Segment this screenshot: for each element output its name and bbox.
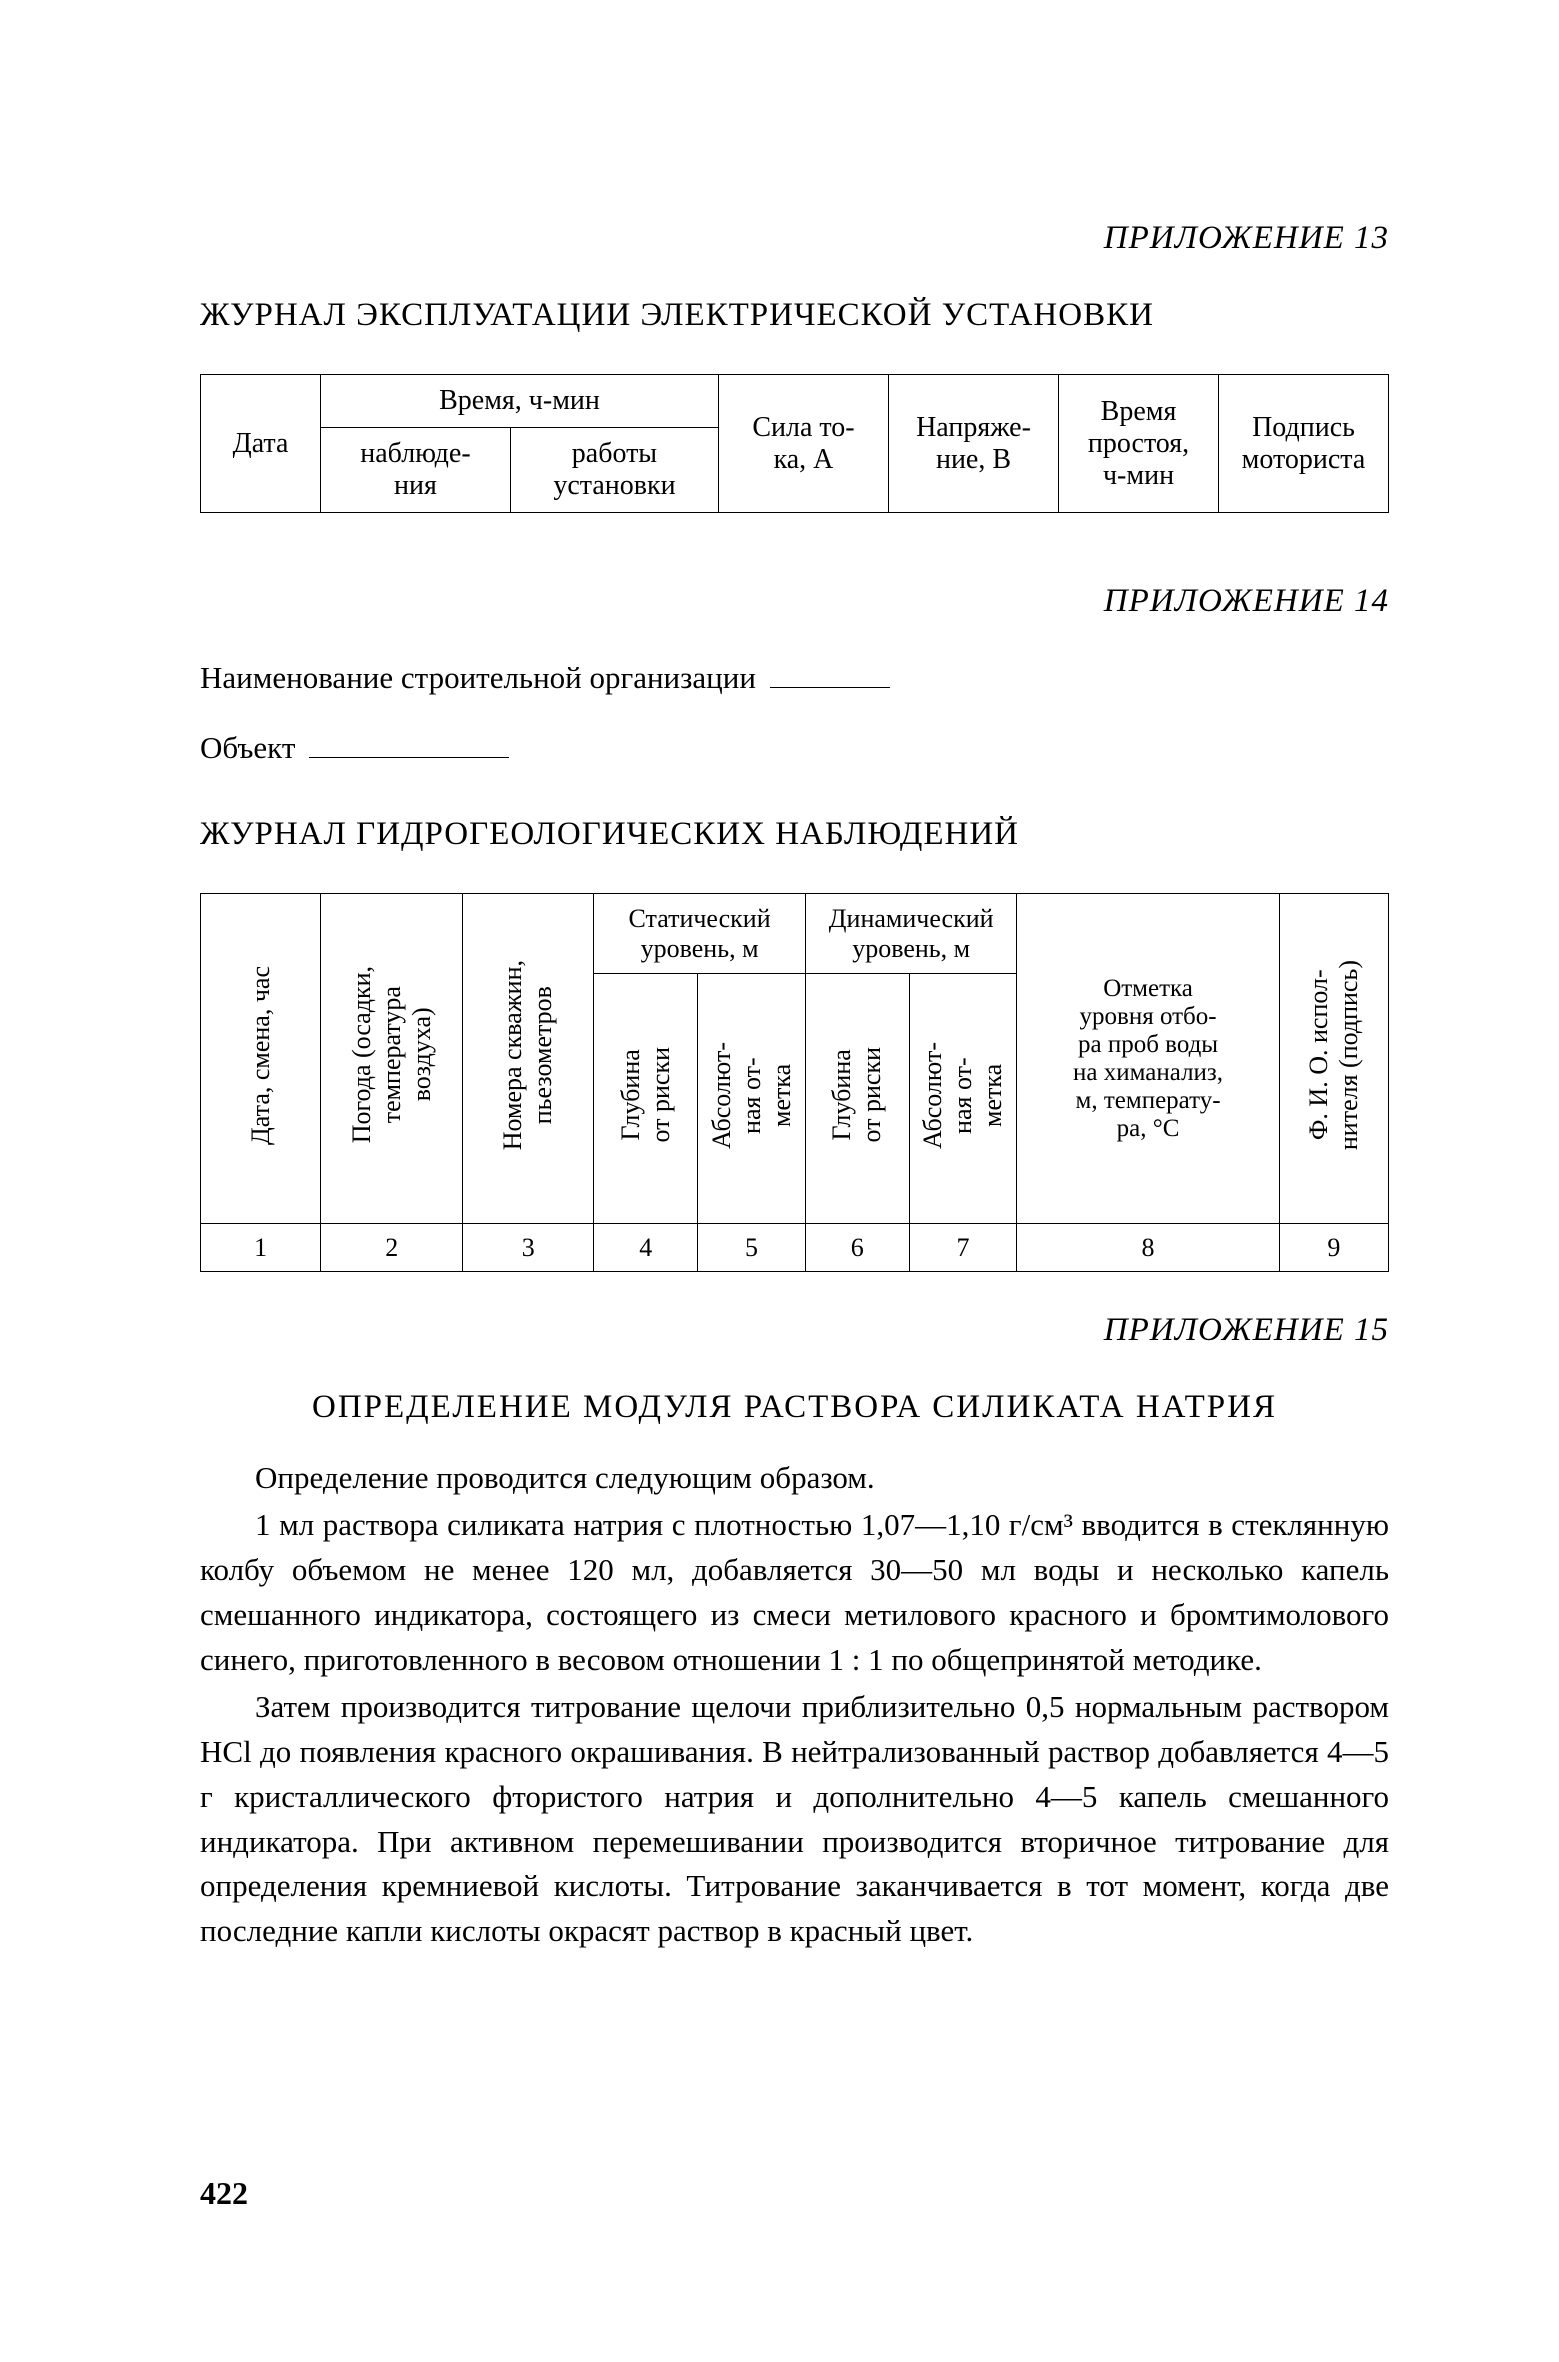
t14-h-dynamic: Динамический уровень, м <box>805 894 1017 974</box>
t13-h-date: Дата <box>201 375 321 513</box>
page-number: 422 <box>200 2175 248 2212</box>
appendix15-body: Определение проводится следующим образом… <box>200 1456 1389 1954</box>
t14-h-wells: Номера скважин, пьезометров <box>463 894 594 1224</box>
t13-h-voltage: Напряже- ние, В <box>889 375 1059 513</box>
t14-n4: 4 <box>594 1224 698 1272</box>
appendix13-label: ПРИЛОЖЕНИЕ 13 <box>200 220 1389 257</box>
t13-h-oper: работы установки <box>510 428 718 513</box>
t13-h-idle: Время простоя, ч-мин <box>1059 375 1219 513</box>
t14-n5: 5 <box>698 1224 806 1272</box>
t14-h-depth1: Глубина от риски <box>594 974 698 1224</box>
org-line-text: Наименование строительной организации <box>200 660 756 695</box>
object-line-blank <box>309 757 509 758</box>
t14-n1: 1 <box>201 1224 321 1272</box>
appendix15-label: ПРИЛОЖЕНИЕ 15 <box>200 1312 1389 1349</box>
t13-h-obs: наблюде- ния <box>321 428 511 513</box>
org-line: Наименование строительной организации <box>200 660 1389 696</box>
t14-h-sign: Ф. И. О. испол- нителя (подпись) <box>1279 894 1388 1224</box>
document-page: ПРИЛОЖЕНИЕ 13 ЖУРНАЛ ЭКСПЛУАТАЦИИ ЭЛЕКТР… <box>0 0 1559 2362</box>
t14-h-abs1: Абсолют- ная от- метка <box>698 974 806 1224</box>
t14-n6: 6 <box>805 1224 909 1272</box>
t14-h-depth2: Глубина от риски <box>805 974 909 1224</box>
t14-h-date: Дата, смена, час <box>201 894 321 1224</box>
t13-h-sign: Подпись моториста <box>1219 375 1389 513</box>
object-line-text: Объект <box>200 730 295 765</box>
t14-number-row: 1 2 3 4 5 6 7 8 9 <box>201 1224 1389 1272</box>
t14-h-static: Статический уровень, м <box>594 894 806 974</box>
t14-h-sampling: Отметка уровня отбо- ра проб воды на хим… <box>1017 894 1279 1224</box>
t14-h-weather: Погода (осадки, температура воздуха) <box>321 894 463 1224</box>
p1: Определение проводится следующим образом… <box>200 1456 1389 1501</box>
appendix13-table: Дата Время, ч-мин Сила то- ка, А Напряже… <box>200 374 1389 513</box>
t14-n9: 9 <box>1279 1224 1388 1272</box>
p2: 1 мл раствора силиката натрия с плотност… <box>200 1503 1389 1683</box>
appendix15-title: ОПРЕДЕЛЕНИЕ МОДУЛЯ РАСТВОРА СИЛИКАТА НАТ… <box>200 1389 1389 1426</box>
appendix14-table: Дата, смена, час Погода (осадки, темпера… <box>200 893 1389 1272</box>
appendix14-label: ПРИЛОЖЕНИЕ 14 <box>200 583 1389 620</box>
object-line: Объект <box>200 730 1389 766</box>
t14-h-abs2: Абсолют- ная от- метка <box>909 974 1017 1224</box>
t14-n3: 3 <box>463 1224 594 1272</box>
org-line-blank <box>770 687 890 688</box>
appendix14-title: ЖУРНАЛ ГИДРОГЕОЛОГИЧЕСКИХ НАБЛЮДЕНИЙ <box>200 816 1389 853</box>
t14-n8: 8 <box>1017 1224 1279 1272</box>
t13-h-current: Сила то- ка, А <box>719 375 889 513</box>
t14-n7: 7 <box>909 1224 1017 1272</box>
appendix13-title: ЖУРНАЛ ЭКСПЛУАТАЦИИ ЭЛЕКТРИЧЕСКОЙ УСТАНО… <box>200 297 1389 334</box>
t14-n2: 2 <box>321 1224 463 1272</box>
t13-h-timegroup: Время, ч-мин <box>321 375 719 428</box>
p3: Затем производится титрование щелочи при… <box>200 1685 1389 1955</box>
